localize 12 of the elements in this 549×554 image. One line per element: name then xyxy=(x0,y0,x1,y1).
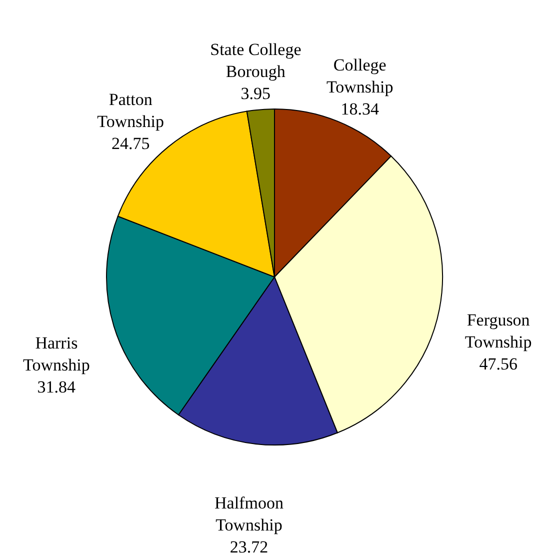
data-label: 24.75 xyxy=(111,134,150,154)
slice-label: College Township xyxy=(326,56,394,97)
data-label: 3.95 xyxy=(240,84,271,103)
slice-label: State College Borough xyxy=(210,40,302,81)
data-label: 31.84 xyxy=(37,378,76,397)
data-label: 47.56 xyxy=(479,354,518,374)
slice-label: Ferguson Township xyxy=(464,310,532,352)
slice-label: Harris Township xyxy=(23,334,90,375)
data-label: 18.34 xyxy=(340,100,380,119)
slice-label: Patton Township xyxy=(97,90,164,132)
slice-label: Halfmoon Township xyxy=(214,494,284,535)
data-label: 23.72 xyxy=(230,538,268,554)
